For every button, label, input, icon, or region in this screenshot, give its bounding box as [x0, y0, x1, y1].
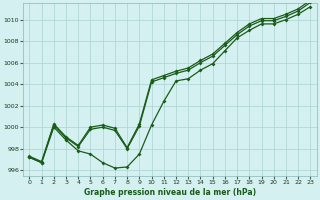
- X-axis label: Graphe pression niveau de la mer (hPa): Graphe pression niveau de la mer (hPa): [84, 188, 256, 197]
